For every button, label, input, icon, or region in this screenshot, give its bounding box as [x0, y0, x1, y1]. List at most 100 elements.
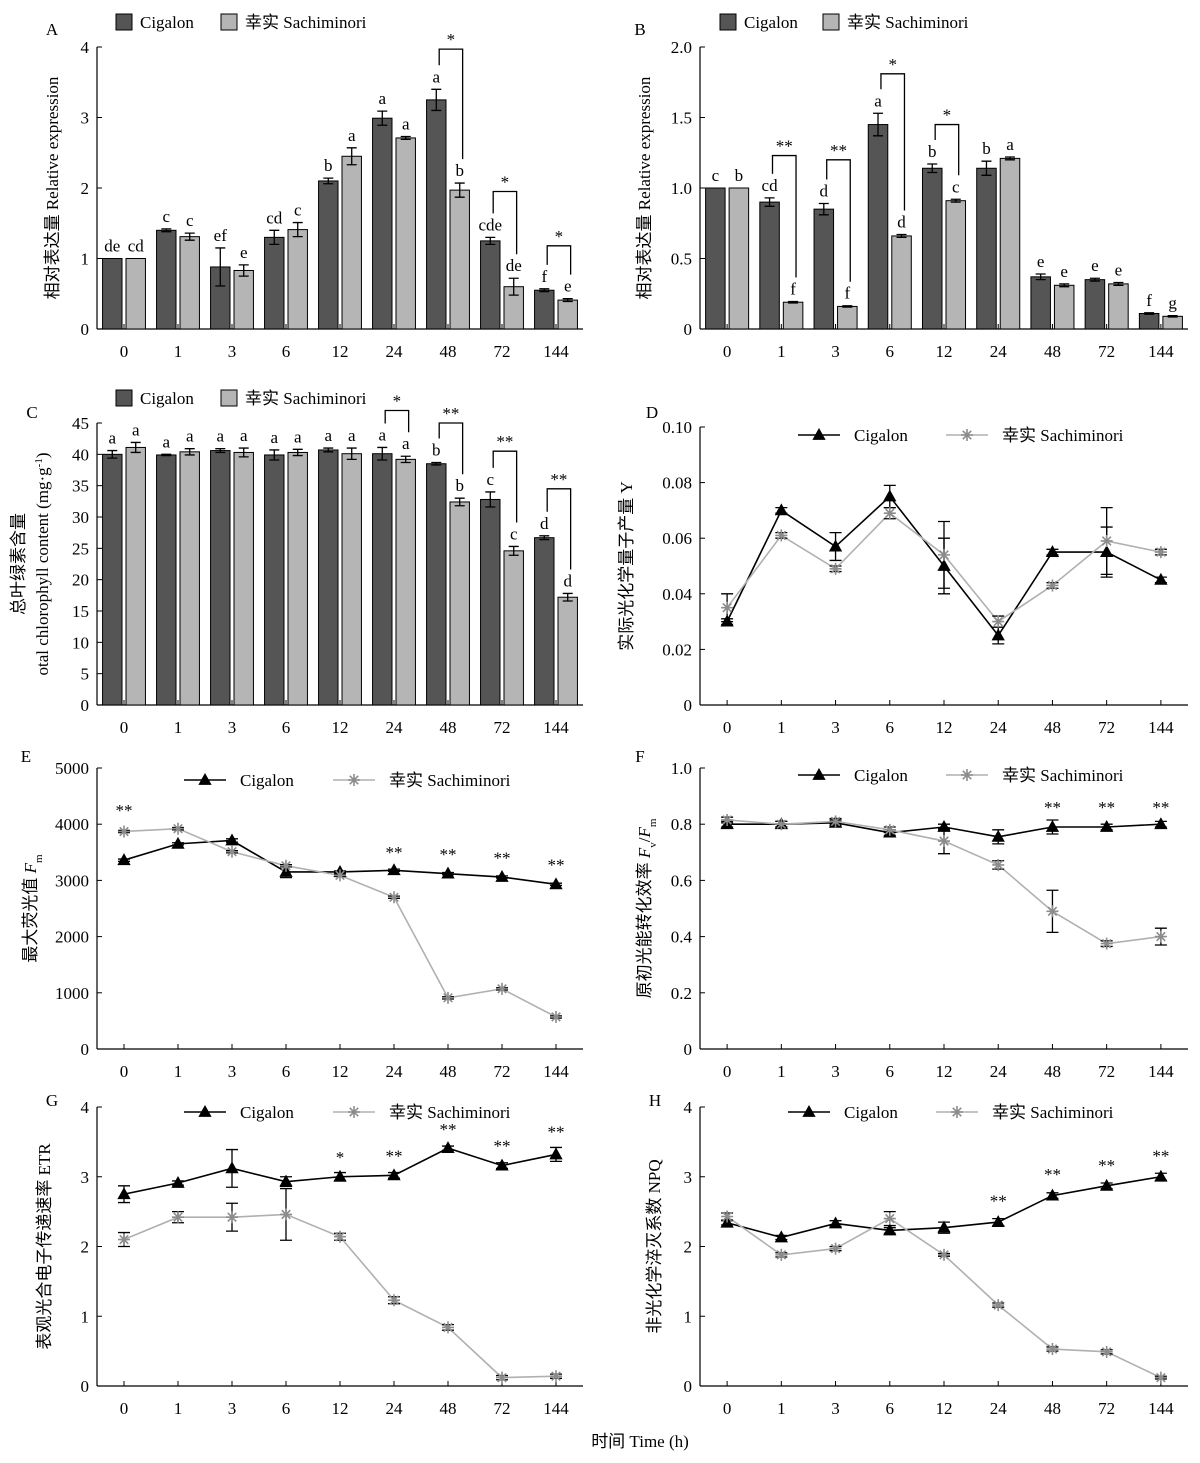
- letter-label: a: [874, 91, 882, 110]
- letter-label: de: [506, 256, 522, 275]
- x-tick-label: 72: [1098, 718, 1115, 737]
- significance-mark: **: [386, 843, 403, 862]
- significance-mark: **: [830, 141, 847, 160]
- significance-mark: **: [440, 845, 457, 864]
- bar: [233, 451, 254, 706]
- letter-label: c: [294, 201, 302, 220]
- bar: [102, 258, 123, 330]
- x-tick-label: 6: [282, 342, 291, 361]
- bar: [976, 167, 997, 330]
- panel-C: 0 5 10 15 20 25 30 35 40 45 0 1 3 6 12 24 48 72 144 C 总叶绿素含量…: [9, 389, 583, 737]
- x-tick-label: 144: [1148, 1062, 1174, 1081]
- error-bar: [130, 441, 141, 454]
- data-point: [829, 1242, 842, 1255]
- x-tick-label: 144: [1148, 342, 1174, 361]
- x-tick-label: 6: [886, 1399, 895, 1418]
- x-tick-label: 0: [723, 1062, 732, 1081]
- y-tick-label: 0.02: [662, 640, 692, 659]
- x-tick-label: 72: [494, 1062, 511, 1081]
- error-bar: [485, 236, 496, 246]
- data-point: [387, 863, 401, 876]
- x-tick-label: 0: [120, 718, 129, 737]
- bar: [867, 124, 889, 330]
- error-bar: [161, 453, 172, 457]
- significance-mark: **: [1044, 798, 1061, 817]
- legend-swatch: [220, 389, 238, 407]
- bar: [125, 258, 146, 330]
- data-point: [549, 877, 563, 890]
- x-tick-label: 0: [120, 1399, 129, 1418]
- data-point: [775, 1248, 788, 1261]
- y-tick-label: 0: [684, 1040, 693, 1059]
- panel-letter: G: [46, 1091, 58, 1110]
- error-bar: [107, 449, 118, 459]
- letter-label: a: [348, 426, 356, 445]
- data-point: [226, 1211, 238, 1224]
- data-point: [550, 1370, 562, 1383]
- significance-mark: **: [494, 849, 511, 868]
- significance-mark: *: [501, 173, 510, 192]
- x-tick-label: 48: [440, 1062, 457, 1081]
- data-point: [225, 1161, 239, 1174]
- bar: [534, 537, 555, 706]
- error-bar: [323, 447, 334, 453]
- bar: [891, 235, 912, 330]
- x-tick-label: 48: [1044, 1399, 1061, 1418]
- bar: [372, 453, 393, 706]
- data-point: [388, 891, 400, 904]
- letter-label: cd: [762, 176, 779, 195]
- error-bar: [764, 197, 775, 207]
- error-bar: [508, 545, 519, 556]
- y-tick-label: 1: [81, 250, 90, 269]
- data-point: [1046, 905, 1059, 918]
- panel-B: 0 0.5 1.0 1.5 2.0 0 1 3 6 12 24 48 72 144 B 相对表达量 Relat…: [634, 13, 1188, 361]
- legend-entry: 幸实 Sachiminori: [389, 771, 511, 790]
- panel-letter: F: [635, 747, 644, 766]
- legend: Cigalon 幸实 Sachiminori: [788, 1103, 1114, 1122]
- x-tick-label: 3: [228, 342, 237, 361]
- letter-label: d: [820, 182, 829, 201]
- y-tick-label: 0: [81, 320, 90, 339]
- x-tick-label: 3: [831, 1399, 840, 1418]
- data-point: [991, 829, 1005, 842]
- legend-entry: 幸实 Sachiminori: [1002, 766, 1124, 785]
- y-tick-label: 0.04: [662, 585, 692, 604]
- y-tick-label: 0: [81, 696, 90, 715]
- data-point: [442, 1321, 454, 1334]
- data-point: [883, 823, 896, 836]
- data-point: [1154, 1371, 1167, 1384]
- error-bar: [562, 592, 573, 602]
- data-point: [992, 858, 1005, 871]
- y-tick-label: 3: [81, 109, 90, 128]
- y-tick-label: 2: [81, 179, 90, 198]
- bar: [449, 501, 470, 706]
- letter-label: c: [510, 524, 518, 543]
- error-bar: [184, 448, 195, 456]
- legend-marker: [961, 429, 973, 441]
- error-bar: [215, 247, 226, 287]
- significance-mark: *: [888, 55, 897, 74]
- letter-label: c: [487, 470, 495, 489]
- bar: [837, 305, 858, 330]
- data-point: [991, 1215, 1005, 1227]
- x-tick-label: 3: [228, 718, 237, 737]
- legend-swatch: [822, 13, 840, 31]
- letter-label: c: [712, 166, 720, 185]
- significance-mark: *: [447, 30, 456, 49]
- y-tick-label: 45: [72, 414, 89, 433]
- legend-entry: 幸实 Sachiminori: [1002, 426, 1124, 445]
- shared-x-axis-label: 时间 Time (h): [591, 1432, 689, 1451]
- data-point: [225, 833, 239, 846]
- data-point: [1100, 820, 1114, 832]
- data-point: [1046, 1343, 1059, 1356]
- letter-label: e: [1060, 262, 1068, 281]
- data-point: [992, 615, 1005, 628]
- letter-label: b: [982, 139, 991, 158]
- significance-mark: **: [1152, 798, 1169, 817]
- x-tick-label: 72: [494, 1399, 511, 1418]
- letter-label: d: [563, 571, 572, 590]
- bar: [341, 155, 362, 330]
- error-bar: [269, 229, 280, 246]
- bar: [318, 449, 339, 706]
- x-tick-label: 12: [936, 1399, 953, 1418]
